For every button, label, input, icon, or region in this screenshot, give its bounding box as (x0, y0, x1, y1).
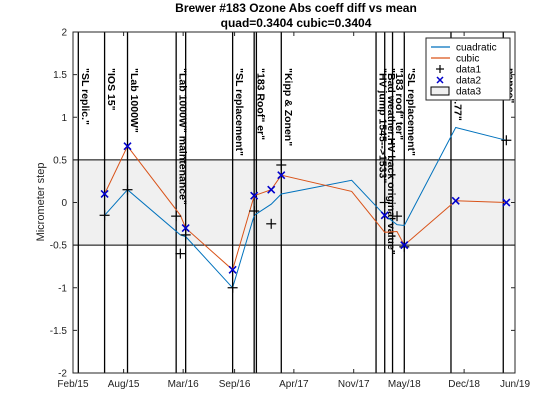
marker-stroke (380, 211, 389, 220)
y-tick-label: 1.5 (53, 70, 67, 81)
y-tick-label: 2 (61, 28, 67, 39)
event-label: "183 roof" ter" (393, 68, 405, 140)
legend-swatch (436, 76, 444, 84)
data-point-data2 (400, 241, 409, 250)
data-point-data2 (380, 211, 389, 220)
data-point-data1 (99, 210, 110, 221)
y-axis-label: Micrometer step (35, 163, 47, 242)
marker-stroke (100, 189, 109, 199)
y-tick-label: 0.5 (53, 155, 67, 166)
y-tick-label: -2 (58, 369, 67, 380)
data-point-data1 (501, 135, 512, 146)
marker-stroke (228, 265, 237, 274)
marker-stroke (277, 171, 286, 180)
event-label: "SL replacement" (405, 68, 417, 156)
x-tick-label: May/18 (388, 379, 421, 390)
event-label: "IOS 15" (105, 68, 117, 111)
x-tick-label: Feb/15 (57, 379, 89, 390)
marker-stroke (451, 196, 460, 205)
y-tick-label: -0.5 (50, 241, 68, 252)
marker-stroke (250, 191, 259, 200)
legend-entry: cuadratic (431, 43, 497, 54)
data-point-data1 (175, 248, 186, 259)
legend-entry: data3 (430, 86, 481, 98)
legend-label: cuadratic (456, 43, 497, 54)
data-point-data1 (276, 159, 287, 170)
event-label: "Lab 1000W" maintenance" (177, 68, 189, 205)
data-point-data1 (227, 282, 238, 293)
chart-subtitle: quad=0.3404 cubic=0.3404 (221, 16, 372, 30)
data-point-data1 (249, 206, 260, 217)
data-point-data2 (123, 142, 132, 151)
data-point-data2 (181, 224, 190, 233)
event-label: "Lab 1000W" (128, 68, 140, 133)
y-tick-label: 0 (61, 198, 67, 209)
data-point-data2 (502, 198, 511, 207)
data-point-data2 (228, 265, 237, 274)
data-point-data1 (399, 241, 410, 252)
data-point-data2 (451, 196, 460, 205)
x-tick-label: Mar/16 (168, 379, 200, 390)
data-point-data2 (250, 191, 259, 200)
event-label: "Bad weather.HV back original value" (385, 68, 397, 255)
data-point-data1 (379, 197, 390, 208)
legend-swatch (430, 86, 450, 96)
marker-stroke (400, 241, 409, 250)
data-point-data1 (122, 184, 133, 195)
legend-label: data2 (456, 76, 481, 87)
legend-label: data3 (456, 87, 481, 98)
legend-entry: cubic (431, 54, 479, 65)
legend-label: cubic (456, 54, 479, 65)
event-label: "Kipp & Zonen" (282, 68, 294, 146)
data-point-data2 (100, 189, 109, 199)
data-point-data2 (267, 185, 276, 194)
x-tick-label: Sep/16 (219, 379, 251, 390)
event-label: "SL replic." (79, 68, 91, 125)
event-label: "SL replacement" (233, 68, 245, 156)
data-point-data1 (266, 218, 277, 229)
marker-stroke (181, 224, 190, 233)
y-tick-label: -1 (58, 283, 67, 294)
legend-label: data1 (456, 65, 481, 76)
marker-stroke (267, 185, 276, 194)
y-tick-label: -1.5 (50, 326, 68, 337)
legend-entry: data1 (436, 65, 481, 76)
band-rect (73, 159, 515, 246)
data-point-data2 (277, 171, 286, 180)
marker-stroke (502, 198, 511, 207)
x-tick-label: Apr/17 (279, 379, 309, 390)
y-tick-label: 1 (61, 113, 67, 124)
data-point-data1 (171, 211, 182, 222)
marker-stroke (123, 142, 132, 151)
event-label: "HV jump 1545-->1533" (377, 68, 389, 183)
x-tick-label: Jun/19 (500, 379, 530, 390)
legend-entry: data2 (436, 76, 481, 87)
data-point-data1 (392, 211, 403, 222)
event-label: "183 Roof" er" (255, 68, 267, 140)
data-point-data1 (180, 229, 191, 240)
x-tick-label: Nov/17 (338, 379, 370, 390)
x-tick-label: Aug/15 (108, 379, 140, 390)
chart-title: Brewer #183 Ozone Abs coeff diff vs mean (175, 1, 417, 15)
x-tick-label: Dec/18 (448, 379, 480, 390)
